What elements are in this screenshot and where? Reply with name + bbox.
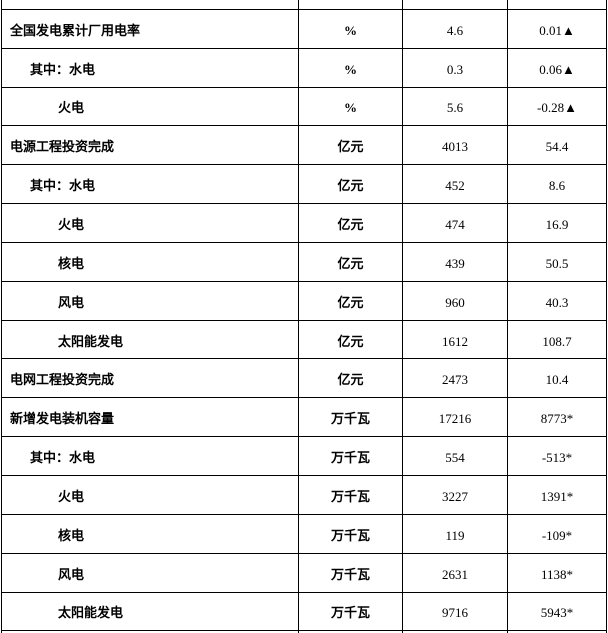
row-item-label: 太阳能发电: [1, 591, 299, 632]
row-unit: 亿元: [298, 358, 403, 399]
row-value: 2631: [402, 552, 508, 593]
row-unit: 万千瓦: [298, 513, 403, 554]
row-unit: 亿元: [298, 241, 403, 282]
row-item-label: 电网工程投资完成: [1, 358, 299, 399]
table-row: 新增220千伏及以上变电设备容量 万千伏安 13111 -1780*: [1, 630, 607, 633]
row-item-label: 风电: [1, 280, 299, 321]
row-value: 9716: [402, 591, 508, 632]
table-row: 电源工程投资完成 亿元 4013 54.4: [1, 125, 607, 166]
row-change: 10.4: [507, 358, 607, 399]
cutoff-cell: [402, 0, 508, 10]
table-row: 火电 万千瓦 3227 1391*: [1, 474, 607, 515]
row-value: 5.6: [402, 86, 508, 127]
row-item-label: 其中：水电: [1, 436, 299, 476]
row-value: 1612: [402, 319, 508, 360]
row-value: 4013: [402, 125, 508, 166]
row-item-label: 其中：水电: [1, 47, 299, 88]
table-row: 全国发电累计厂用电率 % 4.6 0.01▲: [1, 8, 607, 49]
table-row: 其中：水电 % 0.3 0.06▲: [1, 47, 607, 88]
row-unit: 亿元: [298, 203, 403, 243]
row-change: -1780*: [507, 630, 607, 633]
row-change: 0.06▲: [507, 47, 607, 88]
row-change: 40.3: [507, 280, 607, 321]
row-value: 452: [402, 164, 508, 205]
row-change: 16.9: [507, 203, 607, 243]
row-unit: 亿元: [298, 125, 403, 166]
table-row: 火电 % 5.6 -0.28▲: [1, 86, 607, 127]
table-row: 其中：水电 万千瓦 554 -513*: [1, 436, 607, 476]
row-value: 960: [402, 280, 508, 321]
row-value: 439: [402, 241, 508, 282]
table-row: 风电 亿元 960 40.3: [1, 280, 607, 321]
row-change: 8.6: [507, 164, 607, 205]
table-row: 太阳能发电 亿元 1612 108.7: [1, 319, 607, 360]
row-change: 108.7: [507, 319, 607, 360]
row-item-label: 火电: [1, 203, 299, 243]
cutoff-cell: [298, 0, 403, 10]
row-change: 1138*: [507, 552, 607, 593]
row-item-label: 核电: [1, 241, 299, 282]
row-unit: 亿元: [298, 164, 403, 205]
row-value: 474: [402, 203, 508, 243]
row-change: 8773*: [507, 397, 607, 438]
row-item-label: 电源工程投资完成: [1, 125, 299, 166]
row-item-label: 其中：水电: [1, 164, 299, 205]
table-row: 新增发电装机容量 万千瓦 17216 8773*: [1, 397, 607, 438]
row-change: -109*: [507, 513, 607, 554]
row-value: 2473: [402, 358, 508, 399]
row-unit: %: [298, 47, 403, 88]
table-row: 太阳能发电 万千瓦 9716 5943*: [1, 591, 607, 632]
row-value: 3227: [402, 474, 508, 515]
row-unit: 万千瓦: [298, 436, 403, 476]
row-item-label: 全国发电累计厂用电率: [1, 8, 299, 49]
row-change: -513*: [507, 436, 607, 476]
cutoff-cell: [507, 0, 607, 10]
cutoff-row: [1, 0, 607, 10]
row-item-label: 风电: [1, 552, 299, 593]
table-row: 风电 万千瓦 2631 1138*: [1, 552, 607, 593]
table-row: 电网工程投资完成 亿元 2473 10.4: [1, 358, 607, 399]
row-unit: %: [298, 86, 403, 127]
table-row: 火电 亿元 474 16.9: [1, 203, 607, 243]
row-unit: 万千瓦: [298, 474, 403, 515]
row-unit: 万千瓦: [298, 552, 403, 593]
row-item-label: 核电: [1, 513, 299, 554]
row-unit: 亿元: [298, 280, 403, 321]
row-change: 50.5: [507, 241, 607, 282]
table-row: 核电 万千瓦 119 -109*: [1, 513, 607, 554]
row-change: 54.4: [507, 125, 607, 166]
row-value: 0.3: [402, 47, 508, 88]
row-item-label: 火电: [1, 86, 299, 127]
row-unit: 亿元: [298, 319, 403, 360]
row-item-label: 新增发电装机容量: [1, 397, 299, 438]
row-unit: 万千瓦: [298, 591, 403, 632]
row-change: 1391*: [507, 474, 607, 515]
row-item-label: 火电: [1, 474, 299, 515]
cutoff-cell: [1, 0, 299, 10]
table-row: 其中：水电 亿元 452 8.6: [1, 164, 607, 205]
row-item-label: 太阳能发电: [1, 319, 299, 360]
row-change: -0.28▲: [507, 86, 607, 127]
row-unit: 万千瓦: [298, 397, 403, 438]
row-value: 119: [402, 513, 508, 554]
row-change: 0.01▲: [507, 8, 607, 49]
row-unit: %: [298, 8, 403, 49]
row-value: 554: [402, 436, 508, 476]
table-row: 核电 亿元 439 50.5: [1, 241, 607, 282]
row-change: 5943*: [507, 591, 607, 632]
row-value: 4.6: [402, 8, 508, 49]
row-value: 17216: [402, 397, 508, 438]
